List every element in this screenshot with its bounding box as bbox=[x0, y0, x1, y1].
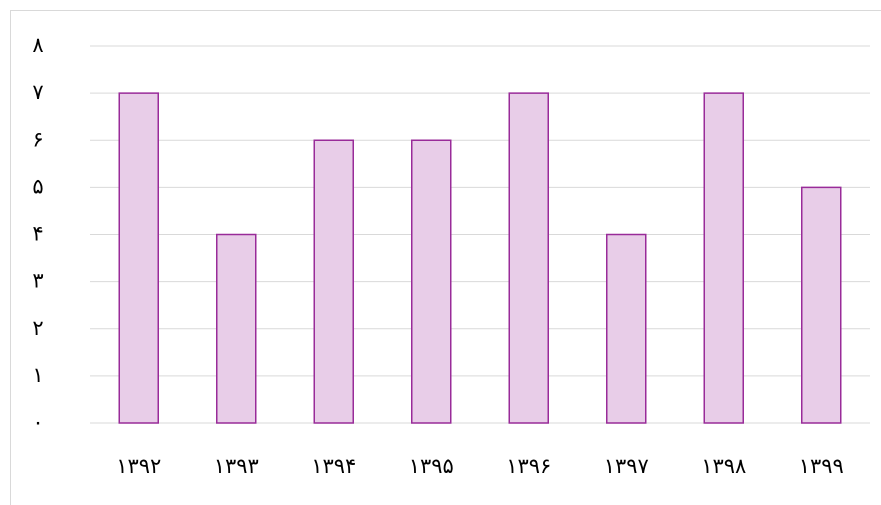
bar bbox=[606, 233, 647, 424]
x-tick-label: ۱۳۹۶ bbox=[506, 454, 551, 478]
y-tick-label: ۰ bbox=[32, 410, 43, 434]
x-tick-label: ۱۳۹۲ bbox=[116, 454, 161, 478]
bar bbox=[411, 139, 452, 424]
x-tick-label: ۱۳۹۸ bbox=[701, 454, 746, 478]
bar bbox=[508, 92, 549, 424]
bar bbox=[801, 186, 842, 424]
y-tick-label: ۴ bbox=[32, 222, 43, 246]
y-tick-label: ۶ bbox=[32, 127, 43, 151]
y-tick-label: ۷ bbox=[32, 80, 43, 104]
x-tick-label: ۱۳۹۵ bbox=[409, 454, 454, 478]
y-tick-label: ۸ bbox=[32, 33, 43, 57]
bar bbox=[216, 233, 257, 424]
bar bbox=[118, 92, 159, 424]
y-tick-label: ۲ bbox=[32, 316, 43, 340]
bar bbox=[313, 139, 354, 424]
x-tick-label: ۱۳۹۷ bbox=[604, 454, 649, 478]
x-tick-label: ۱۳۹۴ bbox=[311, 454, 356, 478]
y-tick-label: ۱ bbox=[32, 363, 43, 387]
x-tick-label: ۱۳۹۹ bbox=[799, 454, 844, 478]
bar bbox=[703, 92, 744, 424]
y-tick-label: ۵ bbox=[32, 174, 43, 198]
y-tick-label: ۳ bbox=[32, 269, 43, 293]
x-tick-label: ۱۳۹۳ bbox=[214, 454, 259, 478]
